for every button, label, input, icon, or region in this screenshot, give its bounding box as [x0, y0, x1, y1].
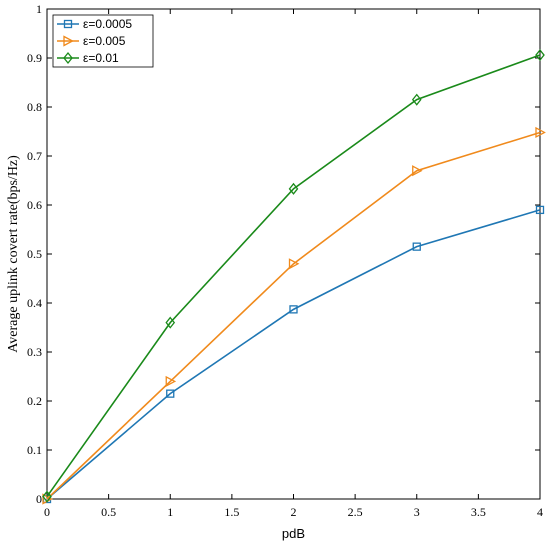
- y-tick-label: 0.2: [27, 394, 42, 408]
- data-point: [166, 389, 175, 398]
- legend-label: ε=0.01: [83, 51, 119, 65]
- series-2: [42, 126, 546, 505]
- y-tick-label: 0.1: [27, 443, 42, 457]
- y-tick-label: 0.3: [27, 345, 42, 359]
- data-point: [165, 316, 176, 329]
- x-tick-label: 2.5: [348, 505, 363, 519]
- axes: 0 0.5 1 1.5 2 2.5 3 3.5 4 0 0.1 0.2 0.3 0.4 0.5 0.6 0.7 0…: [27, 2, 543, 519]
- x-tick-label: 2: [291, 505, 297, 519]
- x-tick-label: 4: [537, 505, 543, 519]
- legend: ε=0.0005 ε=0.005 ε=0.01: [52, 14, 154, 68]
- data-point: [535, 126, 546, 139]
- y-tick-label: 0.8: [27, 100, 42, 114]
- legend-entry: ε=0.005: [57, 34, 126, 48]
- data-point: [288, 182, 299, 195]
- legend-entry: ε=0.0005: [57, 17, 132, 31]
- y-tick-label: 0.5: [27, 247, 42, 261]
- y-tick-label: 0.6: [27, 198, 42, 212]
- x-tick-label: 3: [414, 505, 420, 519]
- legend-label: ε=0.005: [83, 34, 126, 48]
- x-tick-label: 0.5: [101, 505, 116, 519]
- x-tick-label: 1.5: [224, 505, 239, 519]
- series-line: [46, 209, 541, 500]
- y-axis-label: Average uplink covert rate(bps/Hz): [6, 155, 21, 353]
- y-tick-label: 0.9: [27, 51, 42, 65]
- legend-marker: [63, 35, 74, 47]
- x-tick-label: 3.5: [471, 505, 486, 519]
- data-point: [412, 165, 423, 177]
- data-point: [165, 375, 177, 387]
- data-point: [288, 258, 300, 270]
- x-axis-label: pdB: [282, 526, 305, 541]
- series-line: [46, 131, 541, 500]
- legend-marker: [63, 51, 73, 65]
- data-point: [535, 49, 545, 62]
- data-point: [42, 490, 52, 503]
- data-point: [411, 93, 422, 106]
- legend-label: ε=0.0005: [83, 17, 132, 31]
- y-tick-label: 0.4: [27, 296, 42, 310]
- data-point: [412, 242, 421, 251]
- plot-area: [46, 8, 541, 500]
- x-tick-label: 1: [167, 505, 173, 519]
- y-tick-label: 0: [36, 492, 42, 506]
- series-line: [46, 54, 541, 498]
- x-tick-label: 0: [44, 505, 50, 519]
- y-tick-label: 1: [36, 2, 42, 16]
- series-3: [42, 49, 545, 503]
- series-layer: [42, 49, 546, 505]
- data-point: [289, 305, 298, 314]
- legend-entry: ε=0.01: [57, 51, 119, 65]
- legend-marker: [63, 19, 73, 29]
- data-point: [535, 205, 545, 215]
- y-tick-label: 0.7: [27, 149, 42, 163]
